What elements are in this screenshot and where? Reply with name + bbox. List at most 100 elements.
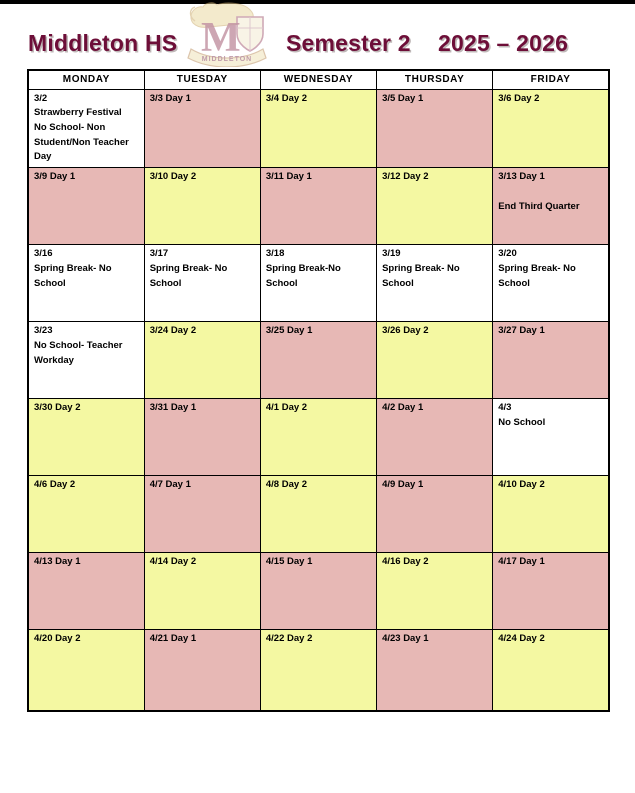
cell-date: 4/23 Day 1 [382, 633, 429, 645]
calendar-cell: 3/27 Day 1 [492, 321, 610, 400]
calendar-cell: 4/9 Day 1 [376, 475, 494, 554]
cell-date: 3/10 Day 2 [149, 171, 197, 183]
weekday-header: THURSDAY [376, 69, 494, 90]
cell-date: 4/10 Day 2 [498, 479, 545, 491]
calendar-cell: 3/5 Day 1 [376, 88, 494, 169]
cell-date: 3/30 Day 2 [34, 402, 81, 414]
cell-date: 4/1 Day 2 [265, 402, 308, 414]
calendar-cell: 3/9 Day 1 [27, 167, 145, 246]
calendar-cell: 4/2 Day 1 [376, 398, 494, 477]
calendar-cell: 3/17 Spring Break- No School [143, 244, 261, 323]
cell-note: End Third Quarter [498, 200, 580, 212]
cell-date: 4/9 Day 1 [382, 479, 424, 491]
cell-note: Spring Break-No School [265, 262, 341, 289]
calendar-cell: 3/19 Spring Break- No School [376, 244, 494, 323]
cell-date: 3/26 Day 2 [382, 325, 429, 337]
weekday-header-row: MONDAY TUESDAY WEDNESDAY THURSDAY FRIDAY [27, 69, 610, 90]
svg-text:M: M [201, 15, 241, 61]
svg-text:MIDDLETON: MIDDLETON [202, 56, 252, 63]
calendar-cell: 3/20 Spring Break- No School [492, 244, 610, 323]
cell-date: 3/19 [382, 248, 401, 260]
cell-note: Student/Non Teacher [34, 136, 129, 148]
calendar-cell: 3/18 Spring Break-No School [259, 244, 378, 323]
cell-date: 3/2 [34, 92, 48, 104]
calendar-cell: 3/30 Day 2 [27, 398, 145, 477]
cell-date: 4/20 Day 2 [34, 633, 81, 645]
tiger-crest-icon: M MIDDLETON [187, 2, 267, 68]
calendar-body: 3/2 Strawberry Festival No School- Non Stud… [27, 88, 610, 712]
calendar-cell: 4/10 Day 2 [492, 475, 610, 554]
calendar-cell: 4/6 Day 2 [27, 475, 145, 554]
calendar-cell: 3/11 Day 1 [259, 167, 378, 246]
calendar-cell: 4/23 Day 1 [376, 629, 494, 712]
calendar-cell: 4/13 Day 1 [27, 552, 145, 631]
weekday-header: WEDNESDAY [259, 69, 378, 90]
calendar-cell: 3/24 Day 2 [143, 321, 261, 400]
semester-label: Semester 2 [286, 30, 411, 56]
cell-date: 3/18 [265, 248, 285, 260]
calendar-cell: 4/17 Day 1 [492, 552, 610, 631]
calendar-cell: 3/4 Day 2 [259, 88, 378, 169]
cell-date: 3/16 [34, 248, 53, 260]
calendar-cell: 4/24 Day 2 [492, 629, 610, 712]
cell-note: Workday [34, 354, 74, 366]
calendar-cell: 4/15 Day 1 [259, 552, 378, 631]
cell-note: Spring Break- No School [149, 262, 228, 289]
calendar-week-row: 3/2 Strawberry Festival No School- Non Stud… [27, 88, 610, 169]
cell-date: 3/4 Day 2 [265, 92, 308, 104]
cell-date: 4/2 Day 1 [382, 402, 424, 414]
calendar-week-row: 4/6 Day 2 4/7 Day 1 4/8 Day 2 4/9 Day 1 4/10… [27, 475, 610, 554]
calendar-cell: 3/3 Day 1 [143, 88, 261, 169]
cell-date: 3/5 Day 1 [382, 92, 424, 104]
cell-date: 4/22 Day 2 [265, 633, 313, 645]
cell-date: 4/3 [498, 402, 512, 414]
calendar-cell: 4/1 Day 2 [259, 398, 378, 477]
cell-date: 4/8 Day 2 [265, 479, 308, 491]
calendar-cell: 3/2 Strawberry Festival No School- Non Stud… [27, 88, 145, 169]
school-name: Middleton HS [28, 30, 178, 56]
cell-date: 4/21 Day 1 [149, 633, 197, 645]
calendar-cell: 4/20 Day 2 [27, 629, 145, 712]
cell-date: 4/17 Day 1 [498, 556, 545, 568]
calendar-table: MONDAY TUESDAY WEDNESDAY THURSDAY FRIDAY 3/2… [27, 69, 610, 712]
calendar-week-row: 3/16 Spring Break- No School 3/17 Spring Br… [27, 244, 610, 323]
cell-date: 3/11 Day 1 [265, 171, 312, 183]
calendar-cell: 3/31 Day 1 [143, 398, 261, 477]
cell-date: 4/13 Day 1 [34, 556, 81, 568]
cell-date: 3/27 Day 1 [498, 325, 545, 337]
cell-date: 4/7 Day 1 [149, 479, 191, 491]
weekday-header: TUESDAY [143, 69, 261, 90]
calendar-cell: 4/3 No School [492, 398, 610, 477]
calendar-cell: 4/16 Day 2 [376, 552, 494, 631]
cell-note: Day [34, 151, 52, 163]
page-top-rule [0, 0, 635, 4]
cell-note: Spring Break- No School [498, 262, 576, 289]
cell-date: 4/24 Day 2 [498, 633, 545, 645]
calendar-week-row: 3/30 Day 2 3/31 Day 1 4/1 Day 2 4/2 Day 1 4/… [27, 398, 610, 477]
cell-date: 3/3 Day 1 [149, 92, 191, 104]
calendar-cell: 4/22 Day 2 [259, 629, 378, 712]
cell-date: 4/6 Day 2 [34, 479, 76, 491]
calendar-cell: 3/26 Day 2 [376, 321, 494, 400]
calendar-cell: 4/14 Day 2 [143, 552, 261, 631]
school-crest-logo: M MIDDLETON [179, 1, 275, 68]
cell-date: 3/9 Day 1 [34, 171, 76, 183]
weekday-header: MONDAY [27, 69, 145, 90]
calendar-week-row: 3/9 Day 1 3/10 Day 2 3/11 Day 1 3/12 Day 2 3… [27, 167, 610, 246]
cell-date: 3/13 Day 1 [498, 171, 545, 183]
calendar-cell: 4/7 Day 1 [143, 475, 261, 554]
cell-note: Spring Break- No School [34, 262, 112, 289]
calendar-cell: 3/13 Day 1 End Third Quarter [492, 167, 610, 246]
cell-date: 3/12 Day 2 [382, 171, 429, 183]
cell-note: No School [498, 416, 546, 428]
calendar-week-row: 4/20 Day 2 4/21 Day 1 4/22 Day 2 4/23 Day 1… [27, 629, 610, 712]
cell-note: Strawberry Festival [34, 107, 122, 119]
school-year-label: 2025 – 2026 [438, 30, 569, 56]
calendar-week-row: 3/23 No School- Teacher Workday 3/24 Day 2 3… [27, 321, 610, 400]
calendar-cell: 4/21 Day 1 [143, 629, 261, 712]
calendar-cell: 3/23 No School- Teacher Workday [27, 321, 145, 400]
cell-date: 4/15 Day 1 [265, 556, 313, 568]
cell-date: 3/23 [34, 325, 53, 337]
cell-note: Spring Break- No School [382, 262, 460, 289]
